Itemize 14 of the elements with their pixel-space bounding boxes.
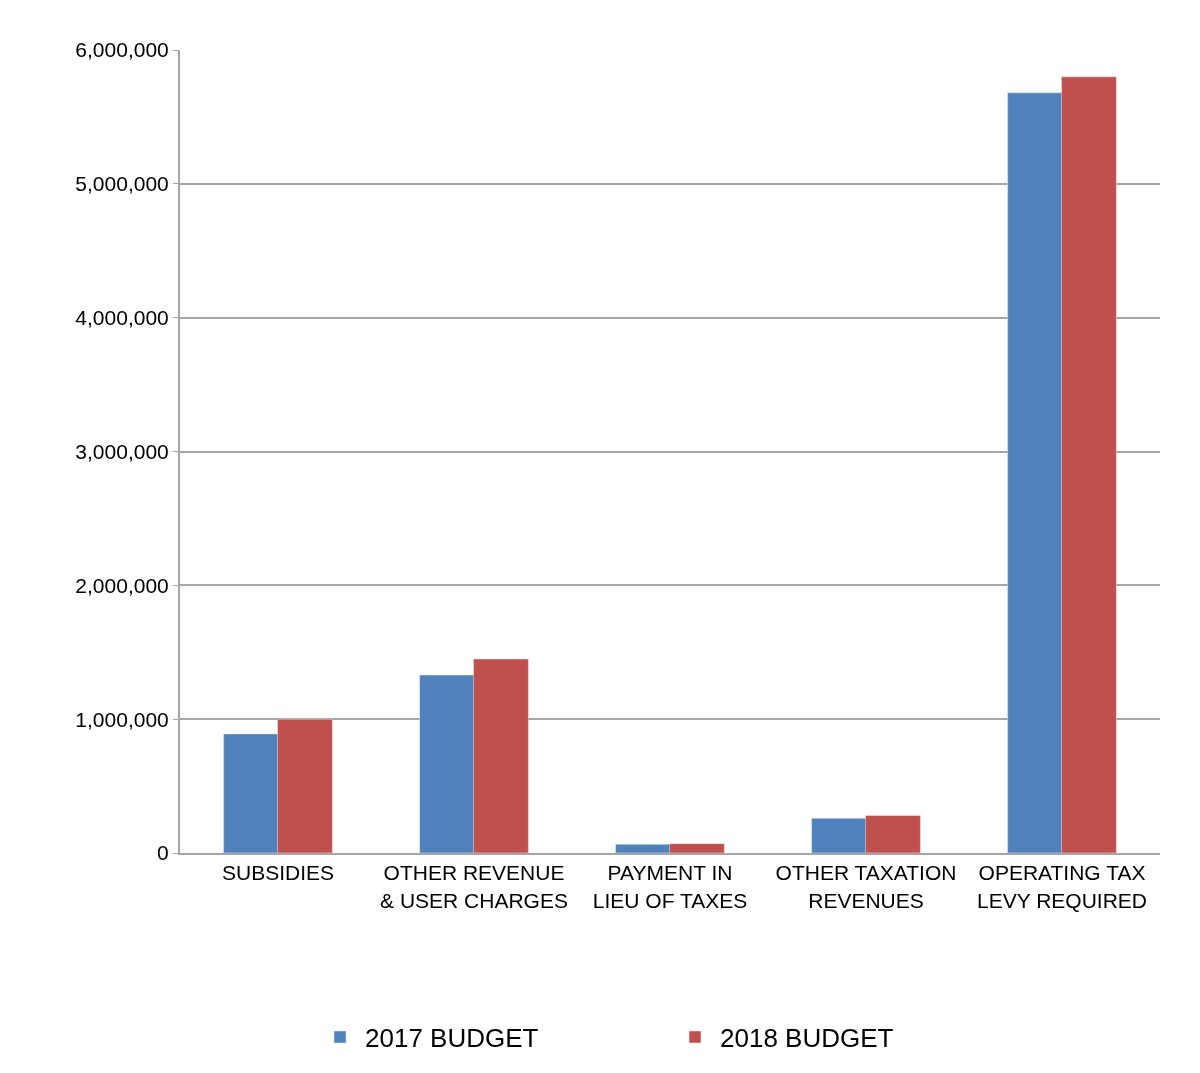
y-tick-label: 0: [157, 841, 169, 865]
legend-label: 2018 BUDGET: [720, 1023, 894, 1054]
x-tick-label: OTHER TAXATION REVENUES: [775, 861, 957, 912]
legend-label: 2017 BUDGET: [365, 1023, 539, 1054]
y-tick-label: 4,000,000: [75, 306, 169, 330]
x-tick-label: OPERATING TAX LEVY REQUIRED: [977, 861, 1147, 912]
x-tick-label: SUBSIDIES: [221, 861, 335, 885]
y-tick-label: 3,000,000: [75, 439, 169, 463]
y-tick-label: 1,000,000: [75, 707, 169, 731]
x-tick-label: OTHER REVENUE & USER CHARGES: [380, 861, 568, 912]
x-tick-label: PAYMENT IN LIEU OF TAXES: [592, 861, 748, 912]
y-tick-label: 6,000,000: [75, 38, 169, 62]
y-tick-label: 2,000,000: [75, 573, 169, 597]
y-tick-label: 5,000,000: [75, 172, 169, 196]
